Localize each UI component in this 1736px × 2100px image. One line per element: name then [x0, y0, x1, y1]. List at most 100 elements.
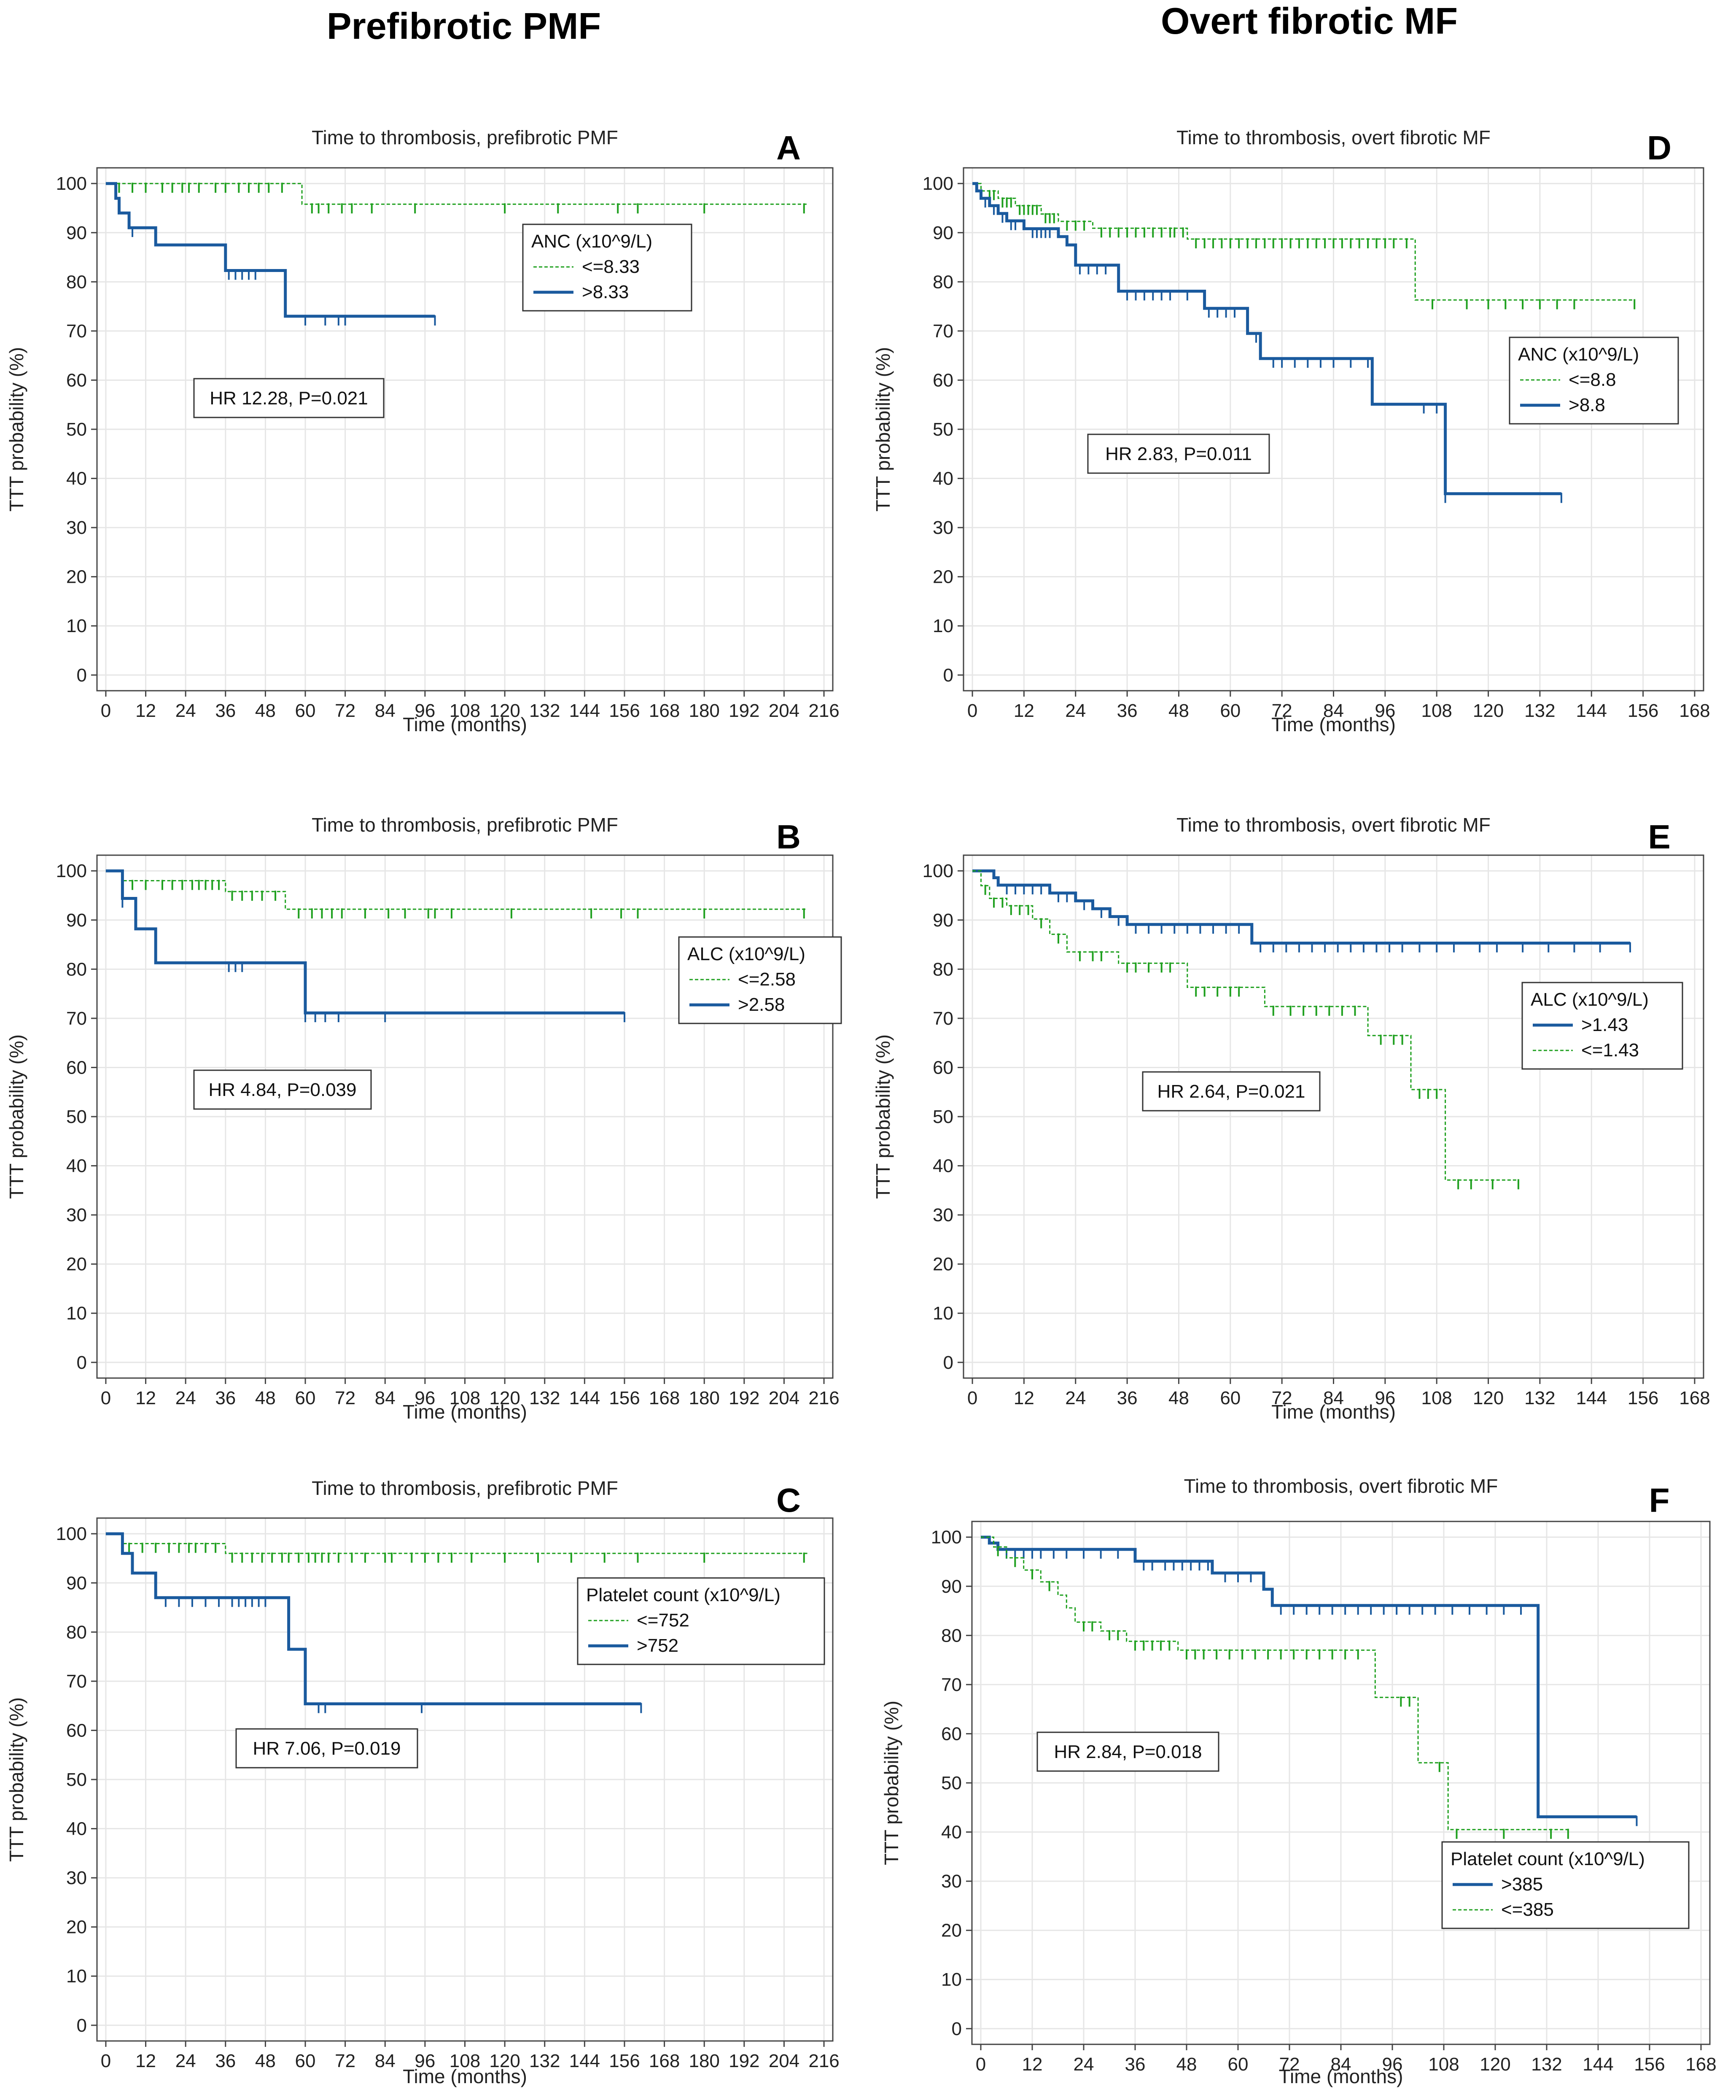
tick-label-y: 0 — [77, 2015, 87, 2036]
tick-label-y: 100 — [923, 861, 953, 881]
tick-label-x: 132 — [1524, 1388, 1555, 1408]
tick-label-x: 168 — [1679, 700, 1710, 721]
tick-label-y: 30 — [933, 517, 953, 538]
tick-label-x: 48 — [1176, 2054, 1197, 2075]
panel-letter: F — [1649, 1481, 1670, 1519]
tick-label-y: 90 — [941, 1576, 962, 1597]
tick-label-y: 90 — [933, 910, 953, 931]
panel-letter: A — [776, 129, 801, 167]
tick-label-y: 60 — [933, 370, 953, 390]
panel-a: 0 12 24 36 48 60 72 84 96 108 120 132 144 156 168 180 19… — [5, 127, 840, 735]
tick-label-x: 60 — [1220, 1388, 1241, 1408]
x-axis-label: Time (months) — [403, 713, 527, 735]
tick-label-x: 132 — [1531, 2054, 1562, 2075]
tick-label-x: 72 — [335, 700, 355, 721]
tick-label-y: 20 — [933, 1254, 953, 1275]
tick-label-x: 24 — [175, 700, 196, 721]
tick-label-x: 12 — [135, 700, 156, 721]
tick-label-x: 60 — [295, 1388, 316, 1408]
tick-label-x: 0 — [101, 700, 111, 721]
tick-label-x: 108 — [1421, 700, 1452, 721]
annotation-box — [1087, 433, 1270, 474]
tick-label-x: 120 — [489, 700, 520, 721]
km-curve-solid — [105, 182, 435, 318]
tick-label-x: 72 — [1279, 2054, 1300, 2075]
panel-title: Time to thrombosis, prefibrotic PMF — [312, 814, 618, 836]
tick-label-y: 60 — [941, 1723, 962, 1744]
panel-b: 0 12 24 36 48 60 72 84 96 108 120 132 144 156 168 180 19… — [5, 814, 842, 1423]
tick-label-y: 40 — [66, 1819, 87, 1839]
tick-label-x: 12 — [135, 1388, 156, 1408]
legend-label: >752 — [637, 1635, 678, 1656]
tick-label-x: 12 — [135, 2051, 156, 2071]
panel-d: 0 12 24 36 48 60 72 84 96 108 120 132 144 156 168 0 10 20… — [872, 127, 1710, 735]
tick-label-y: 90 — [66, 1573, 87, 1594]
x-axis-label: Time (months) — [1271, 1401, 1396, 1423]
tick-label-y: 80 — [933, 272, 953, 292]
tick-label-y: 70 — [66, 1008, 87, 1029]
tick-label-x: 48 — [255, 1388, 276, 1408]
legend-label: <=752 — [637, 1610, 689, 1631]
legend-label: <=385 — [1501, 1899, 1554, 1920]
km-curve-solid — [105, 869, 624, 1015]
tick-label-x: 36 — [1125, 2054, 1146, 2075]
tick-label-y: 90 — [933, 223, 953, 243]
tick-label-y: 10 — [933, 616, 953, 636]
tick-label-y: 0 — [943, 665, 953, 686]
tick-label-x: 204 — [769, 1388, 799, 1408]
tick-label-x: 84 — [375, 1388, 396, 1408]
tick-label-y: 70 — [933, 321, 953, 342]
tick-label-x: 120 — [1473, 1388, 1504, 1408]
panel-c: 0 12 24 36 48 60 72 84 96 108 120 132 144 156 168 180 19… — [5, 1477, 840, 2087]
panel-f: 0 12 24 36 48 60 72 84 96 108 120 132 144 156 168 0 10 20… — [880, 1475, 1717, 2087]
tick-label-x: 192 — [729, 2051, 759, 2071]
tick-label-y: 40 — [933, 1156, 953, 1177]
legend-title: Platelet count (x10^9/L) — [1451, 1849, 1645, 1869]
tick-label-x: 156 — [609, 700, 640, 721]
tick-label-x: 96 — [414, 2051, 435, 2071]
tick-label-y: 90 — [66, 223, 87, 243]
tick-label-x: 96 — [1375, 700, 1395, 721]
tick-label-x: 48 — [255, 2051, 276, 2071]
legend-label: >1.43 — [1581, 1015, 1628, 1035]
km-curve-solid — [105, 1532, 641, 1705]
tick-label-x: 168 — [649, 1388, 680, 1408]
tick-label-x: 156 — [609, 1388, 640, 1408]
legend-label: >385 — [1501, 1874, 1543, 1895]
tick-label-x: 84 — [375, 2051, 396, 2071]
tick-label-y: 60 — [933, 1057, 953, 1078]
tick-label-x: 0 — [967, 700, 977, 721]
legend-label: >8.8 — [1569, 395, 1605, 415]
tick-label-x: 84 — [375, 700, 396, 721]
tick-label-x: 60 — [295, 2051, 316, 2071]
tick-label-x: 36 — [215, 1388, 236, 1408]
tick-label-y: 20 — [66, 1917, 87, 1938]
tick-label-y: 30 — [941, 1871, 962, 1892]
tick-label-x: 24 — [175, 1388, 196, 1408]
tick-label-x: 48 — [1168, 1388, 1189, 1408]
km-curve-dashed — [972, 183, 1635, 301]
tick-label-x: 84 — [1323, 1388, 1344, 1408]
tick-label-x: 108 — [1421, 1388, 1452, 1408]
tick-label-x: 36 — [1117, 700, 1138, 721]
tick-label-x: 120 — [489, 1388, 520, 1408]
tick-label-y: 20 — [66, 567, 87, 587]
tick-label-y: 10 — [941, 1969, 962, 1990]
legend-title: Platelet count (x10^9/L) — [586, 1585, 781, 1605]
annotation-box — [1036, 1731, 1219, 1772]
tick-label-x: 0 — [101, 2051, 111, 2071]
tick-label-y: 40 — [66, 468, 87, 489]
tick-label-x: 168 — [649, 700, 680, 721]
tick-label-x: 144 — [1576, 700, 1607, 721]
tick-label-x: 96 — [1375, 1388, 1395, 1408]
tick-label-x: 156 — [609, 2051, 640, 2071]
tick-label-x: 72 — [1272, 1388, 1292, 1408]
tick-label-y: 10 — [66, 616, 87, 636]
legend-label: <=8.8 — [1569, 369, 1616, 390]
x-axis-label: Time (months) — [403, 2065, 527, 2087]
tick-label-y: 70 — [941, 1675, 962, 1695]
legend-title: ALC (x10^9/L) — [687, 944, 805, 964]
tick-label-x: 168 — [1679, 1388, 1710, 1408]
